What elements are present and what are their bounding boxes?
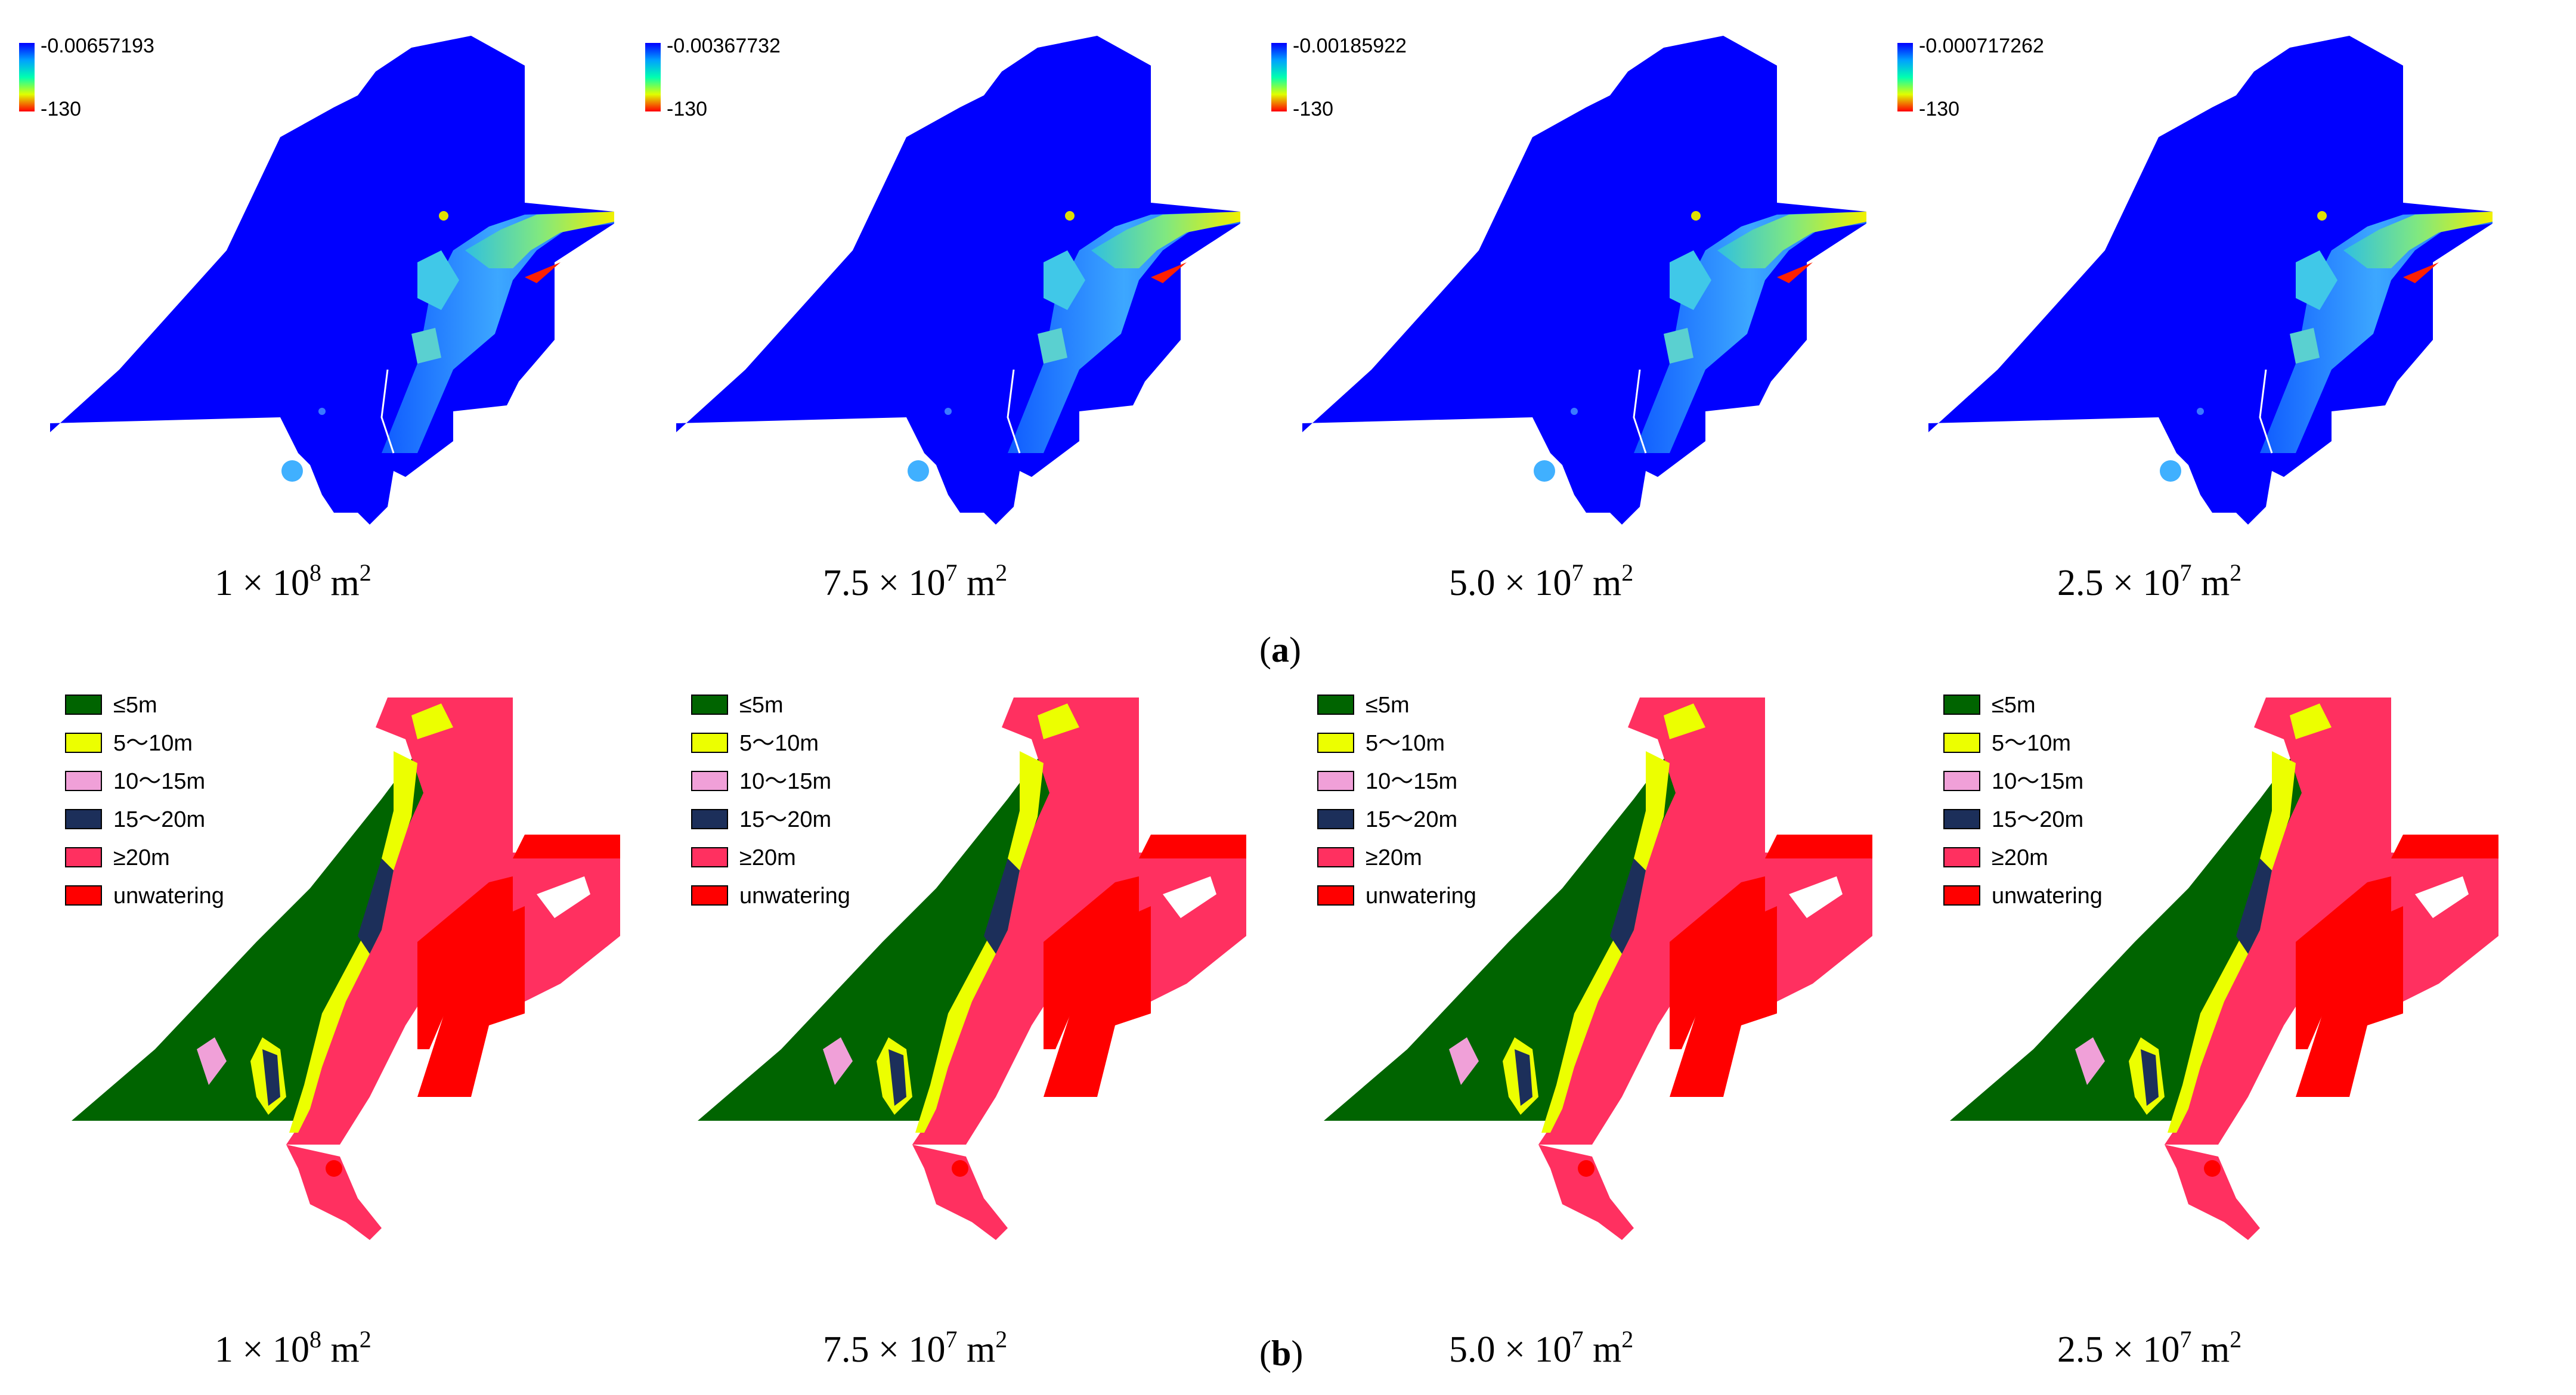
legend-swatch [1317, 885, 1354, 906]
legend-label: 5～10m [1992, 731, 2071, 756]
area-label: 2.5 × 107 m2 [2057, 559, 2241, 603]
subfigure-label-b: (b) [1259, 1334, 1303, 1373]
area-label: 7.5 × 107 m2 [823, 559, 1007, 603]
legend-label: ≤5m [113, 693, 157, 718]
legend-swatch [1943, 695, 1980, 715]
row-b: ≤5m 5～10m 10～15m 15～20m ≥20m unwatering [65, 693, 2498, 1373]
area-label: 5.0 × 107 m2 [1449, 559, 1633, 603]
legend-swatch [1943, 809, 1980, 829]
legend-label: 5～10m [1366, 731, 1445, 756]
legend-label: ≥20m [1366, 845, 1422, 870]
legend-swatch [691, 771, 728, 791]
legend-swatch [1943, 733, 1980, 753]
colorbar-min-label: -130 [1293, 98, 1333, 120]
legend-label: 15～20m [113, 807, 205, 832]
legend-label: 15～20m [1992, 807, 2083, 832]
legend-label: ≤5m [1366, 693, 1410, 718]
legend-swatch [1317, 847, 1354, 867]
depth-zone-map [1950, 698, 2498, 1240]
legend-swatch [65, 771, 102, 791]
colorbar-max-label: -0.00185922 [1293, 35, 1407, 57]
legend-label: unwatering [739, 884, 850, 909]
colorbar [19, 43, 35, 111]
legend: ≤5m 5～10m 10～15m 15～20m ≥20m unwatering [65, 693, 224, 909]
legend-swatch [691, 809, 728, 829]
legend-swatch [1317, 771, 1354, 791]
legend: ≤5m 5～10m 10～15m 15～20m ≥20m unwatering [1317, 693, 1476, 909]
legend-label: 10～15m [1366, 769, 1457, 794]
legend-swatch [1317, 695, 1354, 715]
legend-label: 5～10m [113, 731, 193, 756]
legend-swatch [691, 733, 728, 753]
subfigure-label-a: (a) [1259, 630, 1301, 669]
depth-zone-map [698, 698, 1246, 1240]
legend-swatch [65, 885, 102, 906]
legend-swatch [1943, 771, 1980, 791]
map-panel-a2: -0.00367732 -130 7.5 × 107 m2 [645, 35, 1240, 603]
legend-swatch [691, 847, 728, 867]
drawdown-map [1928, 36, 2493, 525]
legend-label: 10～15m [739, 769, 831, 794]
map-panel-a3: -0.00185922 -130 5.0 × 107 m2 [1271, 35, 1866, 603]
area-label: 1 × 108 m2 [215, 559, 371, 603]
map-panel-b2: ≤5m 5～10m 10～15m 15～20m ≥20m unwatering [691, 693, 1246, 1370]
map-panel-b3: ≤5m 5～10m 10～15m 15～20m ≥20m unwatering [1317, 693, 1872, 1370]
area-label: 2.5 × 107 m2 [2057, 1326, 2241, 1370]
legend-swatch [65, 733, 102, 753]
row-a: -0.00657193 -130 1 × 108 m2 -0.00367732 … [19, 35, 2493, 669]
colorbar [645, 43, 661, 111]
area-label: 7.5 × 107 m2 [823, 1326, 1007, 1370]
legend-swatch [65, 847, 102, 867]
drawdown-map [676, 36, 1240, 525]
legend: ≤5m 5～10m 10～15m 15～20m ≥20m unwatering [1943, 693, 2103, 909]
legend-swatch [1317, 809, 1354, 829]
legend-label: ≤5m [1992, 693, 2036, 718]
colorbar-min-label: -130 [667, 98, 707, 120]
colorbar-max-label: -0.000717262 [1919, 35, 2044, 57]
depth-zone-map [72, 698, 620, 1240]
legend-swatch [65, 809, 102, 829]
colorbar [1897, 43, 1913, 111]
legend-swatch [691, 885, 728, 906]
drawdown-map [50, 36, 614, 525]
depth-zone-map [1324, 698, 1872, 1240]
legend-swatch [65, 695, 102, 715]
drawdown-map [1302, 36, 1866, 525]
legend-label: ≥20m [113, 845, 170, 870]
legend-label: unwatering [1992, 884, 2103, 909]
map-panel-b1: ≤5m 5～10m 10～15m 15～20m ≥20m unwatering [65, 693, 620, 1370]
legend-swatch [1943, 847, 1980, 867]
legend-label: 5～10m [739, 731, 819, 756]
legend-label: 15～20m [1366, 807, 1457, 832]
legend-label: ≤5m [739, 693, 784, 718]
legend-label: unwatering [113, 884, 224, 909]
colorbar-min-label: -130 [41, 98, 81, 120]
legend-label: 15～20m [739, 807, 831, 832]
map-panel-a1: -0.00657193 -130 1 × 108 m2 [19, 35, 614, 603]
legend-label: 10～15m [1992, 769, 2083, 794]
legend-swatch [1317, 733, 1354, 753]
area-label: 1 × 108 m2 [215, 1326, 371, 1370]
legend-label: 10～15m [113, 769, 205, 794]
colorbar-max-label: -0.00367732 [667, 35, 781, 57]
legend-swatch [1943, 885, 1980, 906]
colorbar-max-label: -0.00657193 [41, 35, 154, 57]
legend-label: ≥20m [1992, 845, 2048, 870]
colorbar-min-label: -130 [1919, 98, 1959, 120]
map-panel-b4: ≤5m 5～10m 10～15m 15～20m ≥20m unwatering [1943, 693, 2498, 1370]
area-label: 5.0 × 107 m2 [1449, 1326, 1633, 1370]
legend-swatch [691, 695, 728, 715]
colorbar [1271, 43, 1287, 111]
legend: ≤5m 5～10m 10～15m 15～20m ≥20m unwatering [691, 693, 850, 909]
legend-label: unwatering [1366, 884, 1476, 909]
legend-label: ≥20m [739, 845, 796, 870]
map-panel-a4: -0.000717262 -130 2.5 × 107 m2 [1897, 35, 2493, 603]
